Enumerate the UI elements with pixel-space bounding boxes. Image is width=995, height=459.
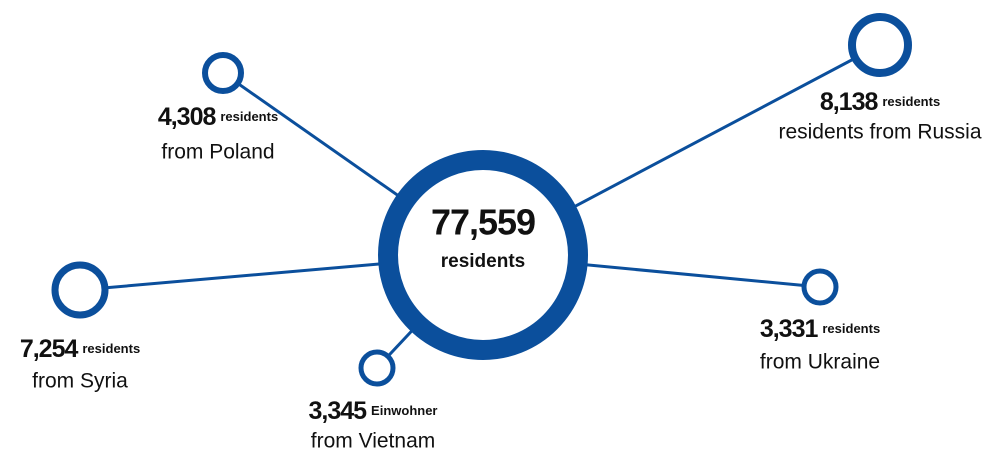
node-circle — [51, 261, 109, 319]
node-value: 3,345 — [308, 397, 367, 425]
node-label: from Syria — [32, 370, 128, 393]
node-value: 8,138 — [820, 88, 879, 116]
node-value: 7,254 — [20, 335, 79, 363]
node-label: from Vietnam — [311, 430, 436, 453]
center-label: residents — [441, 251, 525, 272]
node-unit: residents — [220, 109, 278, 124]
node-unit: residents — [882, 94, 940, 109]
node-value: 3,331 — [760, 315, 819, 343]
center-value: 77,559 — [431, 202, 535, 243]
node-heading: 3,345 Einwohner — [308, 397, 437, 425]
node-label: from Ukraine — [760, 351, 880, 374]
node-label: from Poland — [161, 141, 274, 164]
node-circle — [848, 13, 912, 77]
center-node — [378, 150, 588, 360]
node-heading: 7,254 residents — [20, 335, 140, 363]
node-circle — [358, 349, 396, 387]
node-heading: 8,138 residents — [820, 88, 940, 116]
node-label: residents from Russia — [778, 121, 981, 144]
node-heading: 3,331 residents — [760, 315, 880, 343]
node-unit: Einwohner — [371, 403, 437, 418]
node-unit: residents — [822, 321, 880, 336]
node-circle — [801, 268, 839, 306]
node-circle — [202, 52, 244, 94]
node-unit: residents — [82, 341, 140, 356]
node-heading: 4,308 residents — [158, 103, 278, 131]
node-value: 4,308 — [158, 103, 217, 131]
